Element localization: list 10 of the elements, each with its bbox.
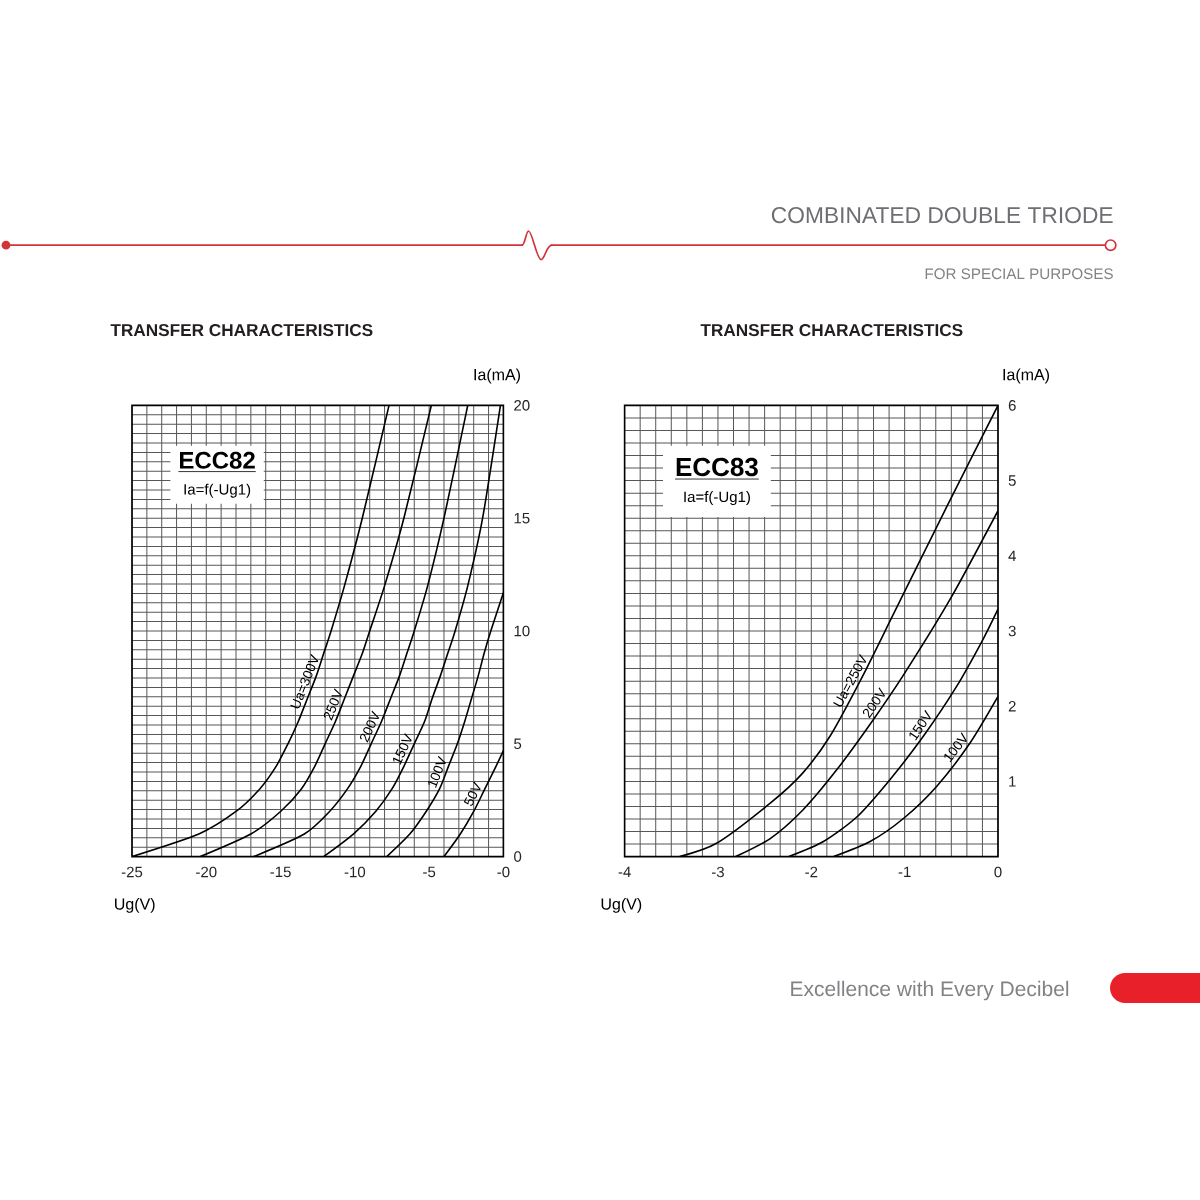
annotation: ECC83 [676,457,758,477]
x-axis-title: Ug(V) [601,897,642,913]
text: Excellence with Every Decibel [791,980,1069,1001]
y-axis-title: Ia(mA) [1003,368,1050,384]
text: COMBINATED DOUBLE TRIODE [771,207,1113,224]
chart-title: TRANSFER CHARACTERISTICS [700,323,963,337]
annotation: ECC82 [180,451,255,469]
y-axis-title: Ia(mA) [474,368,520,384]
chart-title: TRANSFER CHARACTERISTICS [110,323,373,337]
x-axis-title: Ug(V) [115,897,155,913]
